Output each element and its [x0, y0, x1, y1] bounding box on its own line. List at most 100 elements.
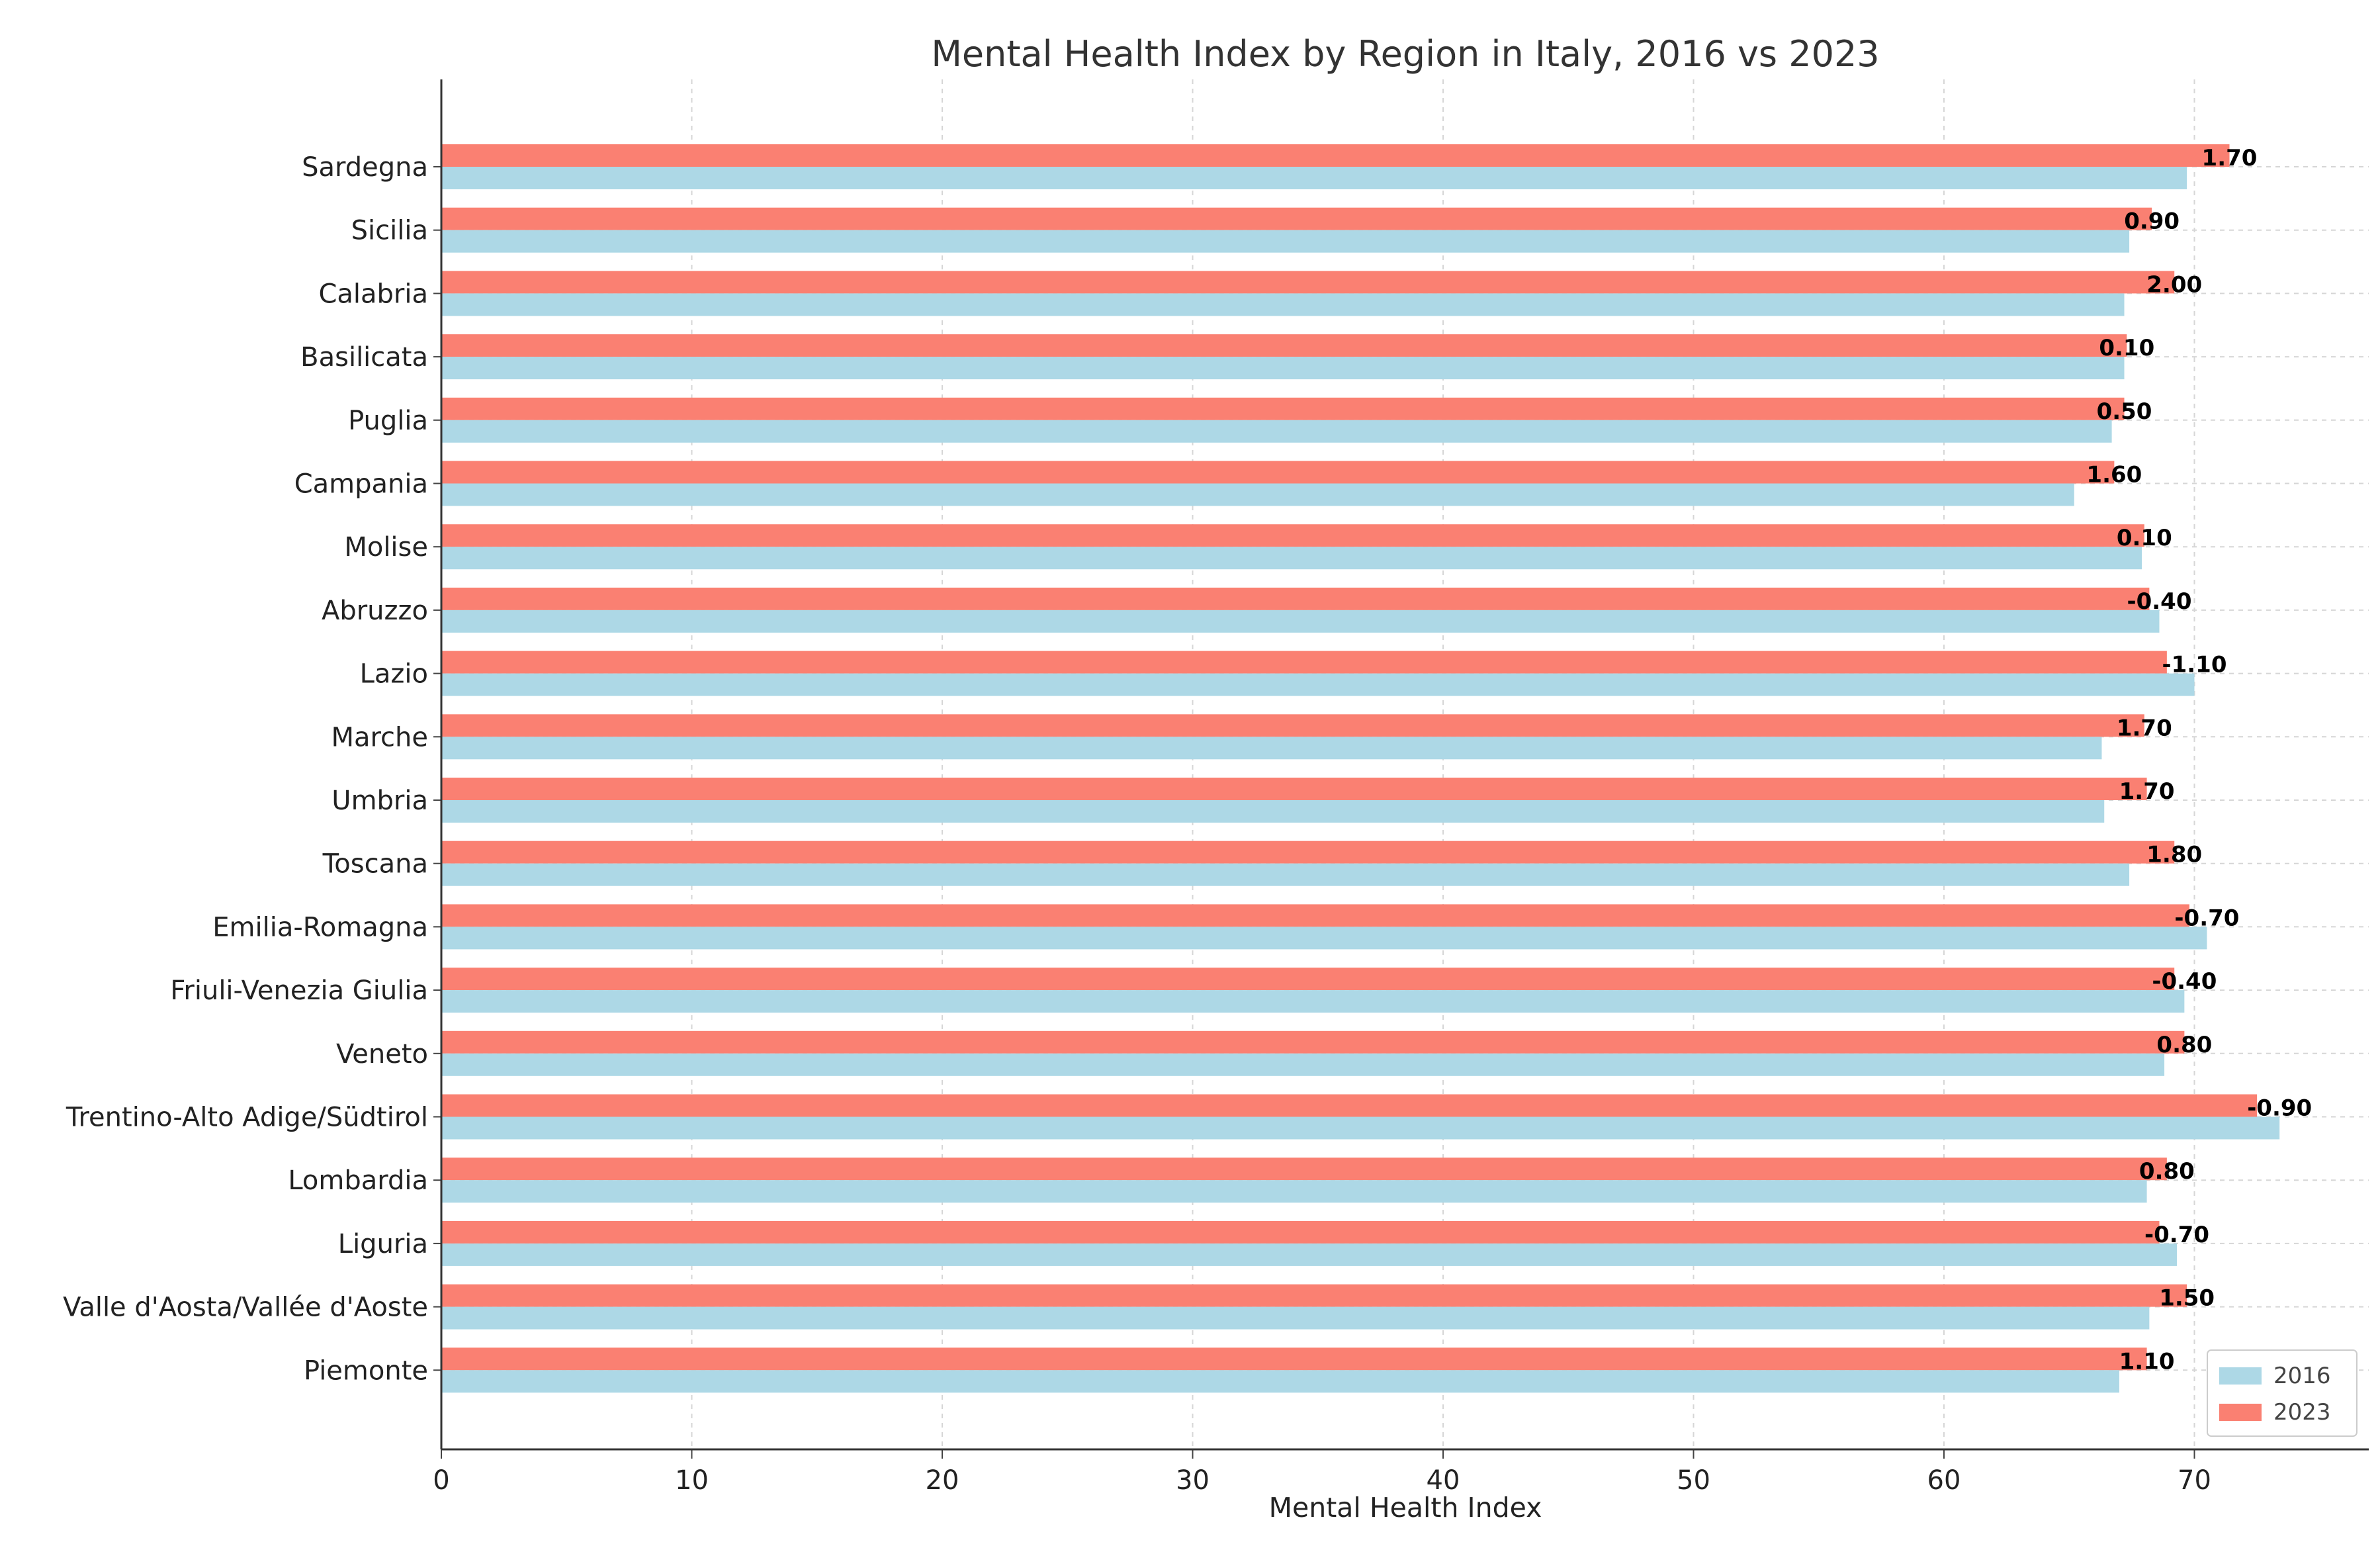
x-tick-label: 20 [926, 1465, 959, 1496]
bar-2023 [441, 651, 2167, 674]
bar-2023 [441, 1220, 2160, 1244]
category-label: Friuli-Venezia Giulia [170, 976, 428, 1006]
bar-2016 [441, 230, 2130, 253]
difference-label: 1.70 [2119, 778, 2175, 805]
category-label: Toscana [322, 849, 428, 880]
bar-2023 [441, 1030, 2185, 1054]
difference-label: 0.10 [2117, 525, 2172, 551]
legend-swatch [2219, 1404, 2262, 1421]
bar-2023 [441, 778, 2147, 800]
bar-2023 [441, 334, 2127, 357]
legend-label: 2016 [2273, 1363, 2331, 1389]
bar-2023 [441, 968, 2175, 991]
category-label: Marche [331, 722, 428, 752]
category-label: Basilicata [300, 342, 428, 373]
difference-label: -0.70 [2174, 905, 2239, 931]
bar-2016 [441, 293, 2125, 316]
category-label: Lazio [360, 659, 428, 690]
bar-2023 [441, 144, 2230, 167]
category-label: Campania [294, 469, 428, 500]
category-label: Trentino-Alto Adige/Südtirol [66, 1103, 428, 1133]
category-label: Umbria [331, 786, 428, 816]
difference-label: 1.70 [2202, 145, 2258, 171]
difference-label: 1.60 [2086, 462, 2142, 488]
x-tick-label: 70 [2178, 1465, 2211, 1496]
difference-label: 0.80 [2156, 1032, 2212, 1058]
chart-title: Mental Health Index by Region in Italy, … [931, 33, 1879, 75]
bar-2023 [441, 524, 2144, 547]
labels-layer: Sardegna 1.70 Sicilia 0.90 Calabria 2.00 Basil… [63, 145, 2312, 1386]
category-label: Emilia-Romagna [212, 912, 428, 942]
difference-label: -0.90 [2247, 1095, 2312, 1122]
bar-2016 [441, 610, 2160, 633]
difference-label: 0.50 [2097, 398, 2152, 425]
x-tick-label: 10 [675, 1465, 709, 1496]
bar-2016 [441, 1306, 2150, 1330]
bars-layer [441, 144, 2280, 1393]
difference-label: -0.40 [2127, 588, 2192, 615]
bar-2023 [441, 271, 2175, 294]
x-tick-label: 60 [1927, 1465, 1961, 1496]
category-label: Sardegna [302, 152, 428, 183]
legend: 2016 2023 [2207, 1349, 2358, 1437]
bar-2023 [441, 461, 2115, 484]
bar-2016 [441, 1116, 2280, 1140]
difference-label: -0.40 [2152, 968, 2217, 995]
bar-2023 [441, 1158, 2167, 1181]
category-label: Veneto [336, 1039, 428, 1069]
difference-label: 1.50 [2159, 1285, 2215, 1312]
x-axis-label: Mental Health Index [1269, 1492, 1542, 1523]
bar-2016 [441, 167, 2187, 189]
bar-2023 [441, 1094, 2258, 1117]
difference-label: 2.00 [2146, 271, 2202, 298]
difference-label: 0.10 [2099, 335, 2154, 361]
axes-layer: 0 10 20 30 40 50 60 70 [433, 79, 2369, 1496]
bar-2023 [441, 841, 2175, 864]
difference-label: 1.80 [2146, 842, 2202, 868]
category-label: Molise [344, 532, 428, 563]
bar-2016 [441, 1370, 2119, 1393]
difference-label: -1.10 [2162, 652, 2227, 678]
bar-2016 [441, 673, 2195, 696]
bar-2016 [441, 420, 2112, 443]
bar-2023 [441, 1284, 2187, 1307]
legend-label: 2023 [2273, 1399, 2331, 1426]
bar-2023 [441, 1347, 2147, 1371]
category-label: Sicilia [351, 216, 428, 246]
bar-2016 [441, 863, 2130, 886]
bar-2023 [441, 587, 2150, 610]
bar-2016 [441, 547, 2142, 570]
x-tick-label: 30 [1176, 1465, 1210, 1496]
difference-label: 1.70 [2117, 715, 2172, 741]
category-label: Calabria [318, 279, 428, 309]
difference-label: -0.70 [2144, 1222, 2209, 1248]
difference-label: 1.10 [2119, 1348, 2175, 1375]
category-label: Liguria [338, 1229, 428, 1259]
x-tick-label: 50 [1677, 1465, 1710, 1496]
bar-2016 [441, 357, 2125, 380]
difference-label: 0.80 [2139, 1158, 2195, 1185]
bar-2016 [441, 1243, 2178, 1266]
bar-2023 [441, 397, 2125, 420]
x-tick-label: 0 [433, 1465, 449, 1496]
legend-swatch [2219, 1367, 2262, 1385]
category-label: Puglia [348, 406, 428, 436]
bar-2016 [441, 990, 2185, 1013]
category-label: Lombardia [288, 1165, 428, 1196]
bar-2023 [441, 714, 2144, 737]
bar-2016 [441, 737, 2102, 760]
bar-2016 [441, 1180, 2147, 1203]
bar-2023 [441, 207, 2152, 230]
difference-label: 0.90 [2124, 208, 2180, 235]
category-label: Piemonte [304, 1355, 428, 1386]
bar-2016 [441, 483, 2074, 506]
category-label: Abruzzo [322, 596, 428, 626]
bar-2016 [441, 800, 2105, 823]
bar-2016 [441, 1053, 2165, 1076]
category-label: Valle d'Aosta/Vallée d'Aoste [63, 1293, 428, 1323]
bar-2016 [441, 927, 2207, 950]
bar-2023 [441, 904, 2189, 927]
x-tick-label: 40 [1427, 1465, 1460, 1496]
